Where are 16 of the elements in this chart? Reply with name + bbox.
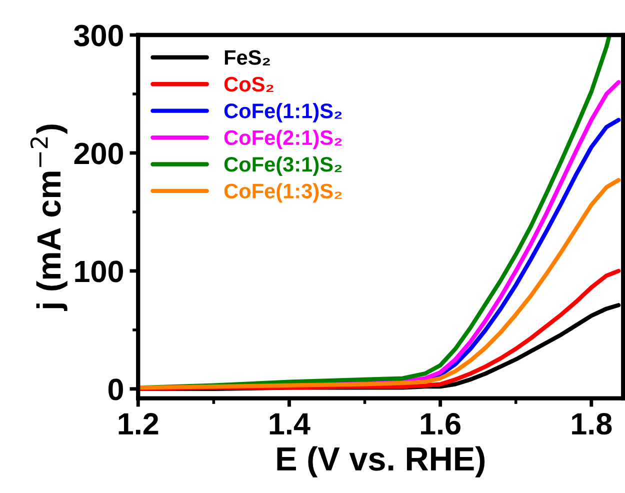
y-tick-label: 100: [75, 260, 123, 282]
x-tick-label: 1.2: [118, 413, 158, 434]
legend-label: CoFe(2:1)S₂: [224, 130, 342, 150]
x-axis-title: E (V vs. RHE): [277, 446, 485, 478]
x-tick-label: 1.4: [270, 413, 310, 434]
legend-label: CoFe(1:3)S₂: [224, 183, 342, 203]
x-tick-label: 1.6: [420, 413, 460, 435]
legend-label: CoS₂: [224, 76, 274, 92]
y-axis-title: j (mA cm$^{−2}$): [30, 124, 68, 312]
legend-label: FeS₂: [224, 50, 270, 66]
y-tick-label: 0: [108, 378, 123, 400]
legend-label: CoFe(1:1)S₂: [224, 103, 342, 122]
y-tick-label: 300: [74, 24, 123, 46]
x-tick-label: 1.8: [572, 413, 612, 435]
y-tick-label: 200: [74, 142, 123, 164]
legend-label: CoFe(3:1)S₂: [224, 156, 342, 176]
